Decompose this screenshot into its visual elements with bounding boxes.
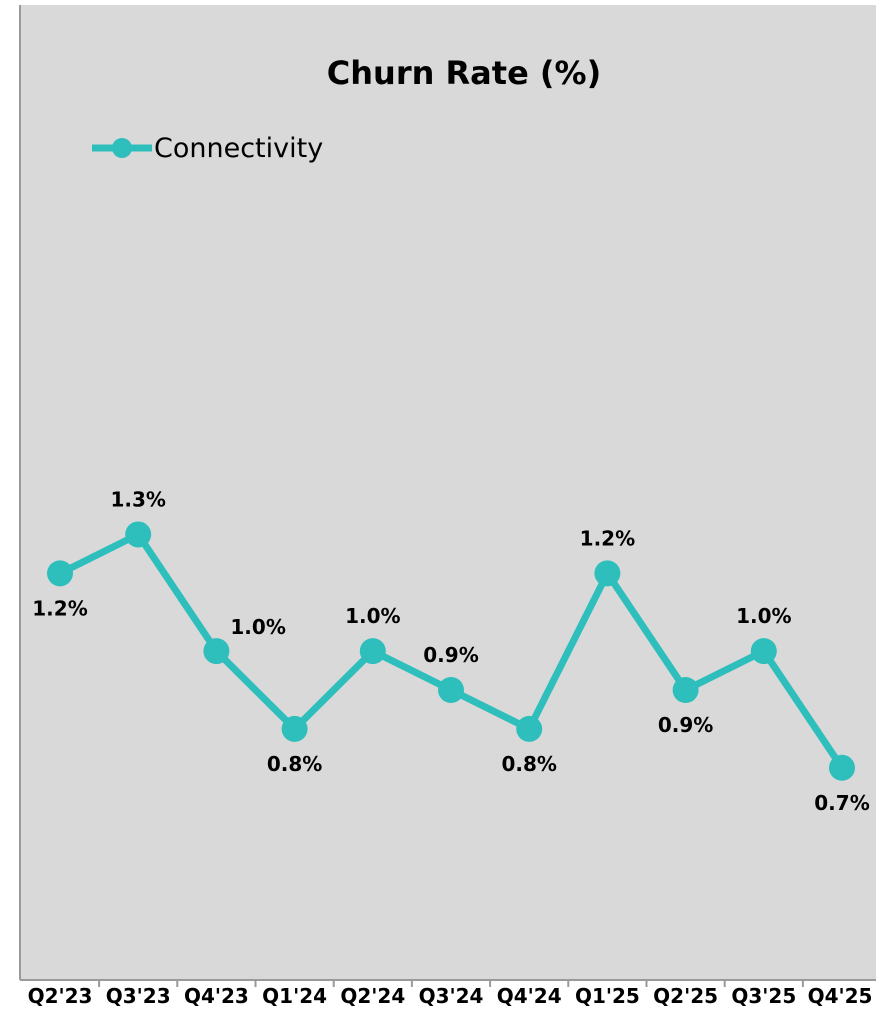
- data-point-marker: [516, 715, 543, 742]
- data-point-marker: [281, 715, 308, 742]
- plot-area-background: [20, 5, 876, 980]
- series-markers: [47, 521, 855, 781]
- x-tick-label: Q1'25: [575, 984, 640, 1007]
- x-tick-label: Q1'24: [262, 984, 327, 1007]
- data-label: 1.2%: [32, 596, 87, 620]
- x-tick-label: Q2'25: [653, 984, 718, 1007]
- x-tick-label: Q3'23: [106, 984, 171, 1007]
- data-label: 1.3%: [110, 487, 165, 511]
- data-point-marker: [829, 754, 855, 781]
- data-label: 0.9%: [658, 713, 713, 737]
- legend-series-marker: [112, 138, 132, 158]
- x-tick-label: Q3'25: [731, 984, 796, 1007]
- data-point-marker: [672, 677, 699, 703]
- x-tick-label: Q3'24: [419, 984, 484, 1007]
- data-label: 0.7%: [814, 791, 869, 815]
- data-point-marker: [47, 560, 73, 587]
- data-point-marker: [438, 677, 464, 703]
- data-label: 0.9%: [423, 643, 478, 667]
- x-tick-label: Q4'24: [497, 984, 562, 1007]
- data-label: 1.2%: [580, 526, 635, 550]
- x-tick-label: Q2'24: [340, 984, 405, 1007]
- data-point-marker: [125, 521, 152, 548]
- data-point-marker: [594, 560, 621, 587]
- legend-series-label: Connectivity: [154, 133, 323, 164]
- data-label: 0.8%: [501, 752, 556, 776]
- data-point-marker: [750, 638, 777, 665]
- legend: Connectivity: [92, 133, 323, 164]
- data-label: 1.0%: [345, 604, 400, 628]
- chart-title: Churn Rate (%): [327, 54, 601, 92]
- data-point-marker: [359, 638, 386, 665]
- data-label: 0.8%: [267, 752, 322, 776]
- data-label: 1.0%: [230, 615, 285, 639]
- data-point-marker: [203, 638, 230, 665]
- x-axis-tick-labels: Q2'23 Q3'23 Q4'23 Q1'24 Q2'24 Q3'24 Q4'24 Q1'25…: [28, 984, 873, 1008]
- x-tick-label: Q4'23: [184, 984, 249, 1007]
- x-tick-label: Q4'25: [808, 984, 873, 1007]
- x-tick-label: Q2'23: [28, 984, 93, 1007]
- data-labels: 1.2% 1.3% 1.0% 0.8% 1.0% 0.9% 0.8% 1.2% 0.9% 1.0%…: [32, 487, 869, 814]
- data-label: 1.0%: [736, 604, 791, 628]
- x-axis-ticks: [98, 980, 804, 987]
